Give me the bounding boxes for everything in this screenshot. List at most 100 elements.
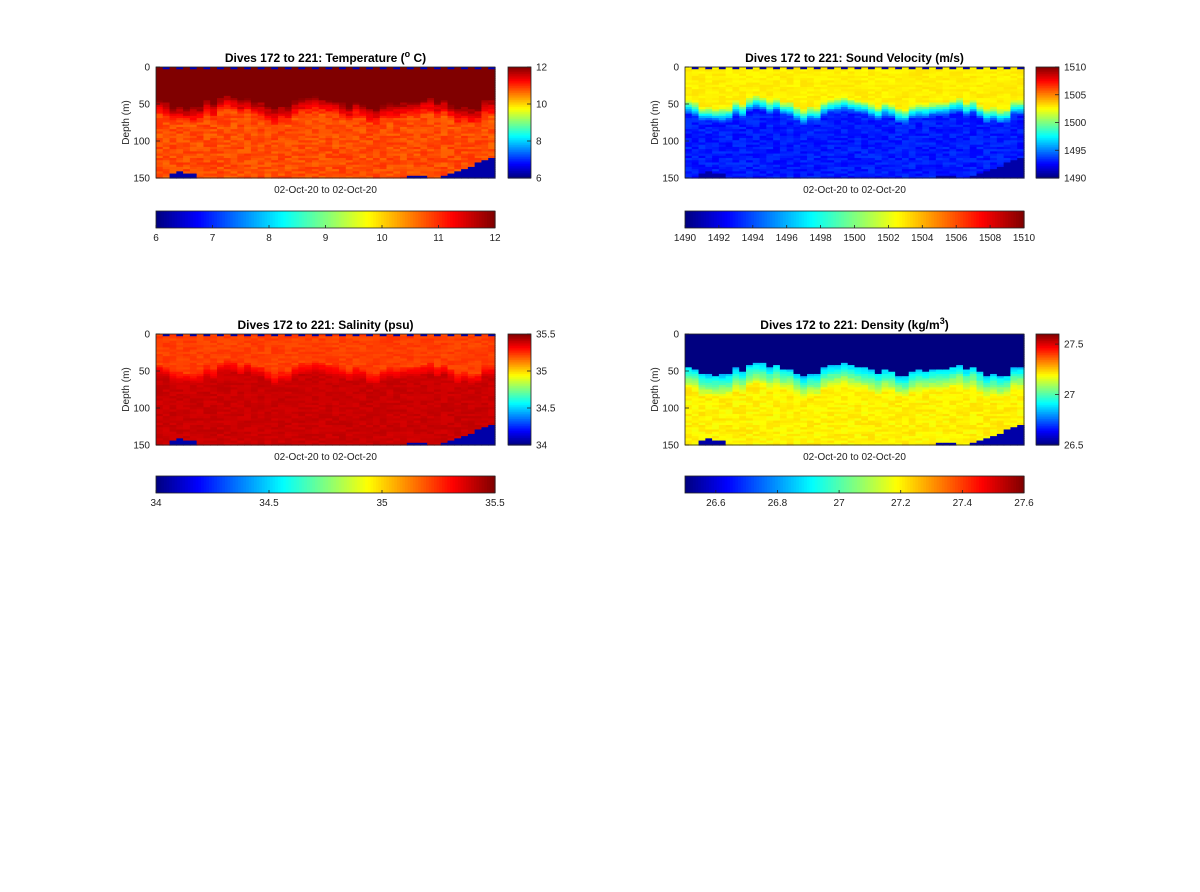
heatmap-cell <box>813 89 822 93</box>
heatmap-cell <box>162 171 171 175</box>
heatmap-cell <box>901 118 910 121</box>
colorbar-swatch <box>508 91 531 94</box>
colorbar-swatch <box>508 82 531 85</box>
heatmap-cell <box>739 149 747 152</box>
heatmap-cell <box>359 84 367 88</box>
heatmap-cell <box>433 80 442 84</box>
heatmap-cell <box>746 102 754 106</box>
heatmap-cell <box>386 98 394 101</box>
heatmap-cell <box>691 124 700 128</box>
heatmap-cell <box>962 140 971 144</box>
heatmap-cell <box>230 129 238 132</box>
heatmap-cell <box>793 111 801 115</box>
heatmap-cell <box>189 131 198 135</box>
heatmap-cell <box>196 73 205 77</box>
heatmap-cell <box>257 93 266 97</box>
heatmap-cell <box>298 95 306 99</box>
heatmap-cell <box>895 164 903 168</box>
heatmap-cell <box>813 118 822 121</box>
colorbar-swatch <box>280 211 284 228</box>
heatmap-cell <box>372 131 381 135</box>
heatmap-cell <box>359 153 367 157</box>
heatmap-cell <box>332 131 340 135</box>
heatmap-cell <box>413 162 422 166</box>
heatmap-cell <box>935 71 944 75</box>
heatmap-cell <box>759 138 767 141</box>
heatmap-cell <box>332 166 340 170</box>
heatmap-cell <box>244 131 252 135</box>
heatmap-cell <box>725 169 734 172</box>
heatmap-cell <box>366 69 374 73</box>
heatmap-cell <box>386 160 394 164</box>
heatmap-cell <box>861 129 869 132</box>
heatmap-cell <box>400 91 408 95</box>
heatmap-cell <box>372 124 381 128</box>
heatmap-cell <box>217 122 225 126</box>
heatmap-cell <box>176 109 184 112</box>
heatmap-cell <box>264 135 272 139</box>
heatmap-cell <box>712 71 720 75</box>
heatmap-cell <box>250 102 259 106</box>
heatmap-cell <box>162 118 171 121</box>
heatmap-cell <box>311 115 320 119</box>
heatmap-cell <box>827 175 835 179</box>
heatmap-cell <box>766 124 774 128</box>
heatmap-cell <box>352 158 360 161</box>
heatmap-cell <box>332 73 340 77</box>
heatmap-cell <box>223 135 232 139</box>
heatmap-cell <box>332 175 340 179</box>
heatmap-cell <box>379 126 388 130</box>
heatmap-cell <box>278 142 286 146</box>
heatmap-cell <box>752 162 761 166</box>
heatmap-cell <box>827 69 835 73</box>
heatmap-cell <box>474 115 483 119</box>
heatmap-cell <box>942 95 951 99</box>
heatmap-cell <box>813 129 822 132</box>
heatmap-cell <box>440 98 449 101</box>
heatmap-cell <box>345 162 354 166</box>
heatmap-cell <box>874 84 883 88</box>
heatmap-cell <box>718 98 727 101</box>
heatmap-cell <box>271 144 279 148</box>
heatmap-cell <box>881 106 889 110</box>
heatmap-cell <box>406 80 415 84</box>
heatmap-cell <box>217 135 225 139</box>
heatmap-cell <box>230 111 238 115</box>
colorbar-swatch <box>508 143 531 146</box>
heatmap-cell <box>257 144 266 148</box>
heatmap-cell <box>739 140 747 144</box>
heatmap-cell <box>217 75 225 79</box>
heatmap-cell <box>861 93 869 97</box>
heatmap-cell <box>433 129 442 132</box>
heatmap-cell <box>339 146 347 150</box>
heatmap-cell <box>827 82 835 86</box>
heatmap-cell <box>888 162 896 166</box>
heatmap-cell <box>779 93 788 97</box>
heatmap-cell <box>868 166 876 170</box>
heatmap-cell <box>732 138 740 141</box>
heatmap-cell <box>189 71 198 75</box>
heatmap-cell <box>393 153 401 157</box>
heatmap-cell <box>440 84 449 88</box>
heatmap-cell <box>352 160 360 164</box>
heatmap-cell <box>352 135 360 139</box>
heatmap-cell <box>929 71 937 75</box>
heatmap-cell <box>325 111 333 115</box>
heatmap-cell <box>393 98 401 101</box>
heatmap-cell <box>922 169 930 172</box>
heatmap-cell <box>705 111 713 115</box>
heatmap-cell <box>929 67 937 70</box>
heatmap-cell <box>332 89 340 93</box>
heatmap-cell <box>732 102 740 106</box>
heatmap-cell <box>427 169 435 172</box>
heatmap-cell <box>712 80 720 84</box>
heatmap-cell <box>305 162 313 166</box>
heatmap-cell <box>834 166 842 170</box>
heatmap-cell <box>840 71 849 75</box>
heatmap-cell <box>922 71 930 75</box>
heatmap-cell <box>264 153 272 157</box>
heatmap-cell <box>813 109 822 112</box>
heatmap-cell <box>895 155 903 159</box>
heatmap-cell <box>196 118 205 121</box>
heatmap-cell <box>244 151 252 155</box>
